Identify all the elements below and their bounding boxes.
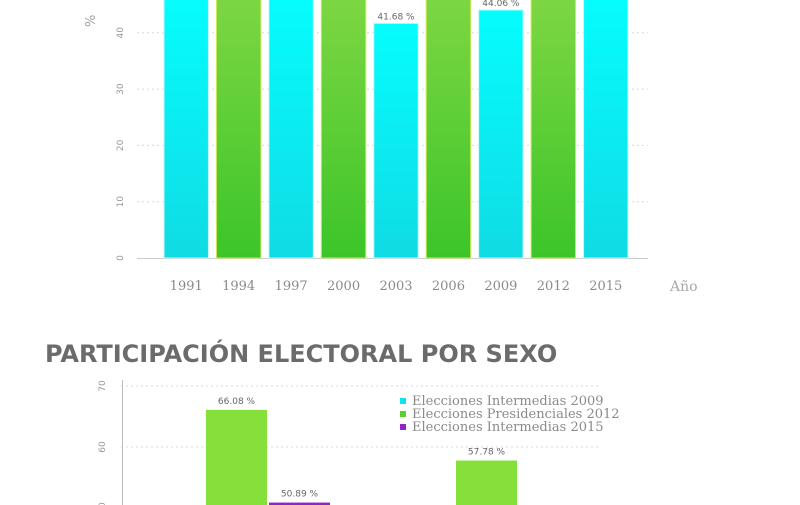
bar-1994 [215, 0, 262, 259]
y-tick-label: 0 [116, 255, 126, 261]
bar-2015 [583, 0, 629, 259]
y-tick-label: 50 [98, 502, 108, 505]
bar-2000 [320, 0, 367, 259]
x-tick-label: 2009 [484, 279, 517, 294]
data-label: 66.08 % [218, 397, 256, 407]
x-tick-label: 2003 [379, 279, 412, 294]
section-title: PARTICIPACIÓN ELECTORAL POR SEXO [45, 340, 558, 368]
y-tick-label: 70 [98, 380, 108, 392]
data-label: 44.06 % [482, 0, 520, 9]
x-tick-label: 1991 [170, 279, 203, 294]
y-tick-label: 40 [116, 27, 126, 39]
legend-swatch [400, 398, 406, 404]
y-unit-label: % [84, 15, 99, 27]
bar-green [206, 409, 267, 505]
bar-1997 [268, 0, 314, 259]
y-tick-label: 60 [98, 441, 108, 453]
y-tick-label: 20 [116, 139, 126, 151]
x-tick-label: 1997 [275, 279, 308, 294]
bar-2006 [425, 0, 472, 259]
x-axis-title: Año [669, 279, 698, 295]
legend-item: Elecciones Intermedias 2009 [412, 394, 604, 409]
legend-item: Elecciones Intermedias 2015 [412, 420, 604, 435]
bar-2012 [530, 0, 577, 259]
bar-2009 [478, 9, 524, 259]
x-tick-label: 1994 [222, 279, 255, 294]
participation-by-year-chart: % Año 0 10 20 30 40 1991 1994 1997 2000 2003 41.68… [84, 0, 698, 295]
data-label: 50.89 % [281, 490, 319, 500]
bar-green [456, 460, 517, 505]
x-tick-label: 2006 [432, 279, 465, 294]
y-tick-label: 30 [116, 83, 126, 95]
bar-1991 [163, 0, 209, 259]
data-label: 41.68 % [377, 12, 415, 22]
x-tick-label: 2012 [537, 279, 570, 294]
y-tick-label: 10 [116, 196, 126, 208]
legend-item: Elecciones Presidenciales 2012 [412, 407, 620, 422]
bar-2003 [373, 22, 419, 259]
data-label: 57.78 % [468, 448, 506, 458]
x-tick-label: 2015 [589, 279, 622, 294]
legend-swatch [400, 411, 406, 417]
x-tick-label: 2000 [327, 279, 360, 294]
bar-purple [269, 502, 330, 505]
legend-swatch [400, 424, 406, 430]
participation-by-sex-chart: 50 60 70 66.08 % 50.89 % 57.78 % Elecciones In… [98, 380, 620, 505]
